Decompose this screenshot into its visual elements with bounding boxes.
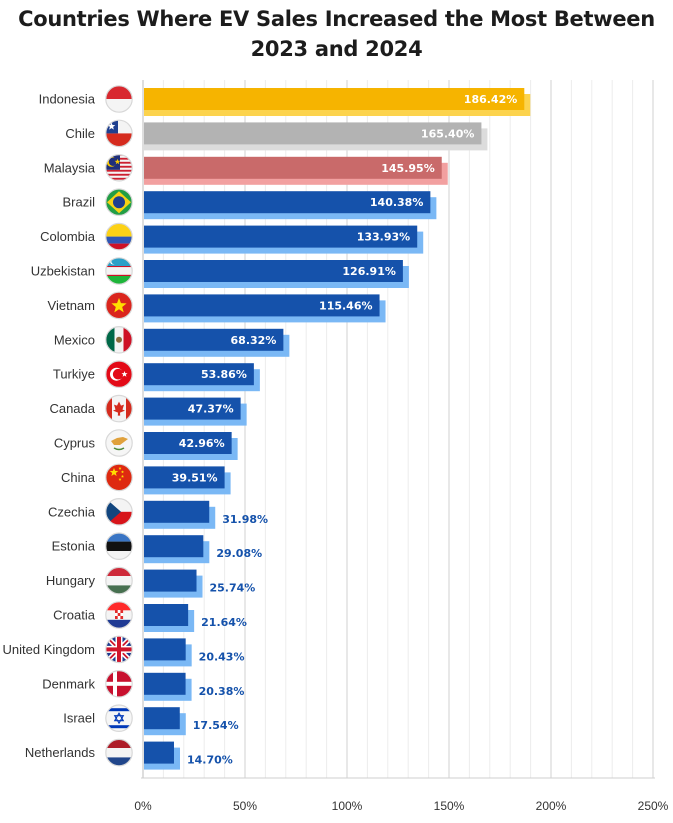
value-label-croatia: 21.64% (201, 616, 247, 629)
category-label-united-kingdom: United Kingdom (3, 642, 96, 657)
bar-netherlands (144, 741, 174, 764)
category-label-malaysia: Malaysia (44, 160, 96, 175)
category-label-cyprus: Cyprus (54, 436, 96, 451)
category-label-uzbekistan: Uzbekistan (31, 264, 95, 279)
value-label-netherlands: 14.70% (187, 754, 233, 767)
bar-turkiye (144, 363, 254, 386)
value-label-czechia: 31.98% (222, 513, 268, 526)
united-kingdom-flag-icon (105, 635, 133, 664)
bar-malaysia (144, 156, 442, 179)
bar-canada (144, 397, 241, 420)
bar-estonia (144, 535, 204, 558)
turkiye-flag-icon (105, 360, 133, 389)
category-label-israel: Israel (63, 711, 95, 726)
bars: 186.42% 165.40% 145.95% 140.38% 133.93% 126.9… (144, 88, 531, 770)
value-label-china: 39.51% (172, 471, 218, 484)
category-label-chile: Chile (65, 126, 95, 141)
value-label-brazil: 140.38% (370, 196, 423, 209)
x-tick-label: 50% (233, 799, 257, 813)
chart-title: Countries Where EV Sales Increased the M… (18, 7, 655, 61)
x-tick-label: 250% (638, 799, 669, 813)
czechia-flag-icon (105, 497, 133, 526)
estonia-flag-icon (105, 532, 133, 561)
chile-flag-icon (105, 119, 133, 148)
value-label-malaysia: 145.95% (381, 162, 434, 175)
value-label-indonesia: 186.42% (464, 93, 517, 106)
value-label-chile: 165.40% (421, 127, 474, 140)
bar-mexico (144, 328, 284, 351)
croatia-flag-icon (105, 601, 133, 629)
value-label-united-kingdom: 20.43% (199, 650, 245, 663)
bar-israel (144, 707, 180, 730)
bar-hungary (144, 569, 197, 592)
category-label-hungary: Hungary (46, 573, 96, 588)
bar-uzbekistan (144, 260, 403, 282)
x-axis-ticks: 0% 50% 100% 150% 200% 250% (134, 799, 668, 813)
category-label-denmark: Denmark (42, 676, 95, 691)
malaysia-flag-icon (105, 154, 133, 182)
vietnam-flag-icon (105, 291, 133, 320)
hungary-flag-icon (105, 566, 133, 595)
value-label-turkiye: 53.86% (201, 368, 247, 381)
value-label-vietnam: 115.46% (319, 299, 372, 312)
indonesia-flag-icon (105, 85, 133, 113)
category-label-china: China (61, 470, 96, 485)
value-label-colombia: 133.93% (357, 231, 410, 244)
bar-united-kingdom (144, 638, 186, 661)
colombia-flag-icon (105, 222, 133, 251)
category-label-turkiye: Turkiye (53, 367, 95, 382)
category-label-canada: Canada (49, 401, 95, 416)
category-labels: Indonesia Chile Malaysia Brazil Colombia Uzbe… (3, 92, 96, 761)
value-label-cyprus: 42.96% (179, 437, 225, 450)
bar-cyprus (144, 432, 232, 454)
value-label-canada: 47.37% (188, 403, 234, 416)
x-tick-label: 100% (332, 799, 363, 813)
cyprus-flag-icon (105, 429, 133, 457)
bar-china (144, 466, 225, 489)
value-label-denmark: 20.38% (199, 685, 245, 698)
mexico-flag-icon (105, 325, 133, 354)
category-label-croatia: Croatia (53, 608, 96, 623)
category-label-indonesia: Indonesia (39, 92, 96, 107)
x-tick-label: 200% (536, 799, 567, 813)
bar-denmark (144, 672, 186, 695)
category-label-colombia: Colombia (40, 229, 96, 244)
bar-vietnam (144, 294, 380, 317)
value-label-hungary: 25.74% (210, 582, 256, 595)
category-label-brazil: Brazil (62, 195, 95, 210)
x-tick-label: 0% (134, 799, 152, 813)
israel-flag-icon (105, 704, 133, 733)
bar-brazil (144, 191, 431, 214)
category-label-czechia: Czechia (48, 504, 96, 519)
netherlands-flag-icon (105, 738, 133, 767)
bar-czechia (144, 500, 210, 523)
category-label-netherlands: Netherlands (25, 745, 96, 760)
category-label-mexico: Mexico (54, 332, 95, 347)
uzbekistan-flag-icon (105, 257, 133, 285)
denmark-flag-icon (105, 669, 133, 698)
bar-colombia (144, 225, 418, 248)
value-label-israel: 17.54% (193, 719, 239, 732)
bar-chile (144, 122, 482, 145)
canada-flag-icon (105, 394, 133, 423)
category-label-estonia: Estonia (52, 539, 96, 554)
flag-icons (105, 85, 133, 767)
category-label-vietnam: Vietnam (48, 298, 95, 313)
bar-croatia (144, 604, 189, 626)
brazil-flag-icon (105, 188, 133, 216)
bar-indonesia (144, 88, 525, 110)
china-flag-icon (105, 463, 133, 492)
value-label-uzbekistan: 126.91% (342, 265, 395, 278)
value-label-estonia: 29.08% (216, 547, 262, 560)
value-label-mexico: 68.32% (231, 334, 277, 347)
x-tick-label: 150% (434, 799, 465, 813)
